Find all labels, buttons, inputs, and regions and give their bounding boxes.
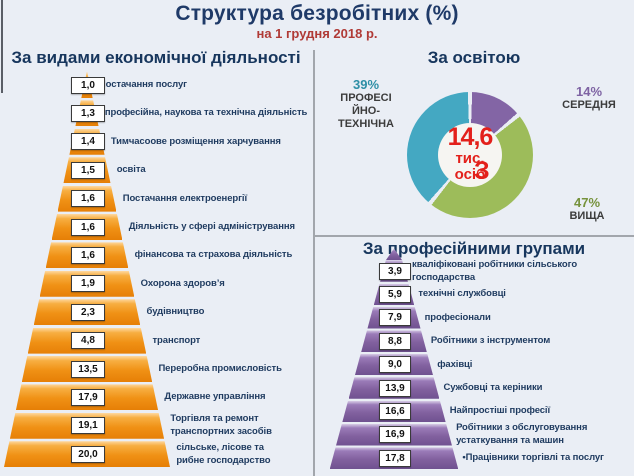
- pyramid-value: 16,6: [379, 402, 411, 420]
- pyramid-label: Постачання електроенергії: [122, 192, 248, 204]
- donut-center-unit2: осіб: [454, 166, 486, 183]
- slice-label-higher: 47% ВИЩА: [544, 195, 630, 223]
- slice-label-vocational: 39% ПРОФЕСІ ЙНО- ТЕХНІЧНА: [318, 77, 414, 131]
- pyramid-band: [15, 384, 159, 411]
- pyramid-band: [45, 242, 129, 269]
- pyramid-label: Постачання послуг: [98, 79, 188, 90]
- page-title: Структура безробітних (%): [175, 2, 459, 25]
- pyramid-value: 9,0: [379, 356, 411, 374]
- pyramid-band: [69, 128, 105, 155]
- slice-name-line: СЕРЕДНЯ: [562, 99, 616, 111]
- slice-name-line: ТЕХНІЧНА: [337, 118, 394, 130]
- pyramid-value: 1,6: [71, 218, 105, 236]
- pyramid-value: 13,5: [71, 360, 105, 378]
- pyramid-label: професіонали: [424, 311, 491, 323]
- pyramid-band: [21, 356, 153, 382]
- pyramid-value: 17,8: [379, 449, 411, 467]
- donut-center-overlap-char: З: [474, 157, 490, 185]
- pyramid-label: Найпростіші професії: [449, 405, 551, 417]
- pyramid-band: [373, 283, 415, 306]
- pyramid-band: [329, 447, 459, 469]
- pyramid-value: 1,3: [71, 104, 105, 122]
- pyramid-label: кваліфіковані робітники сільського господ…: [412, 258, 578, 283]
- horizontal-divider: [313, 235, 634, 237]
- pyramid-value: 17,9: [71, 388, 105, 406]
- pyramid-label: Робітники з обслуговування устаткування т…: [456, 422, 588, 447]
- pyramid-value: 7,9: [379, 309, 411, 327]
- pyramid-value: 4,8: [71, 332, 105, 350]
- pyramid-label: освіта: [116, 164, 146, 176]
- pyramid-value: 1,0: [71, 76, 105, 94]
- donut-center-text: 14,6 тис. осіб З: [427, 123, 513, 185]
- pyramid-band: [9, 412, 165, 439]
- pyramid-band: [33, 299, 141, 326]
- donut-hole: [438, 123, 502, 187]
- pyramid-band: [336, 424, 452, 446]
- pyramid-band: [3, 441, 171, 468]
- economic-activity-header: За видами економічної діяльності: [11, 48, 301, 67]
- pyramid-value: 1,5: [71, 161, 105, 179]
- pyramid-label: технічні службовці: [418, 288, 506, 300]
- slice-name-line: ПРОФЕСІ: [340, 92, 392, 104]
- pyramid-band: [63, 157, 111, 184]
- pyramid-band: [51, 214, 123, 240]
- pyramid-label: Охорона здоров’я: [140, 277, 225, 289]
- pyramid-value: 1,6: [71, 190, 105, 208]
- pyramid-value: 20,0: [71, 445, 105, 463]
- pyramid-value: 1,4: [71, 133, 105, 151]
- pyramid-band: [342, 400, 446, 423]
- slice-pct: 39%: [352, 77, 380, 92]
- pyramid-label: будівництво: [146, 306, 205, 318]
- pyramid-label: Державне управління: [164, 391, 266, 403]
- professional-groups-header: За професійними групами: [362, 239, 586, 258]
- pyramid-band: [57, 185, 117, 212]
- pyramid-label: професійна, наукова та технічна діяльніс…: [104, 107, 308, 119]
- pyramid-label: Робітники з інструментом: [430, 335, 551, 347]
- pyramid-label: фахівці: [437, 358, 473, 370]
- pyramid-band: [348, 377, 440, 399]
- pyramid-value: 19,1: [71, 417, 105, 435]
- pyramid-value: 8,8: [379, 332, 411, 350]
- slice-name-line: ВИЩА: [569, 210, 605, 222]
- pyramid-value: 1,9: [71, 275, 105, 293]
- slice-pct: 47%: [573, 195, 601, 210]
- pyramid-value: 1,6: [71, 246, 105, 264]
- left-edge-line: [1, 0, 3, 93]
- donut-center-unit: тис.: [455, 150, 485, 167]
- education-header: За освітою: [427, 48, 521, 67]
- pyramid-value: 2,3: [71, 303, 105, 321]
- pyramid-band: [27, 327, 147, 354]
- pyramid-label: Торгівля та ремонт транспортних засобів: [170, 413, 272, 438]
- pyramid-band: [39, 270, 135, 297]
- vertical-divider: [313, 50, 315, 476]
- pyramid-label: транспорт: [152, 334, 201, 346]
- pyramid-label: Тимчасоове розміщення харчування: [110, 135, 281, 147]
- pyramid-label: Діяльність у сфері адміністрування: [128, 221, 295, 232]
- page-subtitle: на 1 грудня 2018 р.: [256, 26, 378, 41]
- pyramid-value: 16,9: [379, 426, 411, 444]
- pyramid-value: 13,9: [379, 379, 411, 397]
- pyramid-label: •Працівники торгівлі та послуг: [462, 452, 604, 464]
- pyramid-band: [354, 353, 434, 376]
- pyramid-band: [380, 260, 408, 282]
- pyramid-value: 3,9: [379, 262, 411, 280]
- donut-center-value: 14,6: [447, 123, 494, 151]
- pyramid-band: [81, 72, 93, 98]
- pyramid-label: Сужбовці та керіники: [443, 382, 543, 393]
- slice-label-secondary: 14% СЕРЕДНЯ: [546, 84, 632, 112]
- pyramid-band: [361, 330, 427, 352]
- slice-name-line: ЙНО-: [351, 105, 381, 117]
- pyramid-label: фінансова та страхова діяльність: [134, 249, 293, 261]
- pyramid-label: сільське, лісове та рибне господарство: [176, 441, 271, 466]
- pyramid-value: 5,9: [379, 285, 411, 303]
- pyramid-label: Переробна промисловість: [158, 363, 282, 374]
- pyramid-band: [75, 100, 99, 127]
- pyramid-band: [367, 307, 421, 329]
- slice-pct: 14%: [575, 84, 603, 99]
